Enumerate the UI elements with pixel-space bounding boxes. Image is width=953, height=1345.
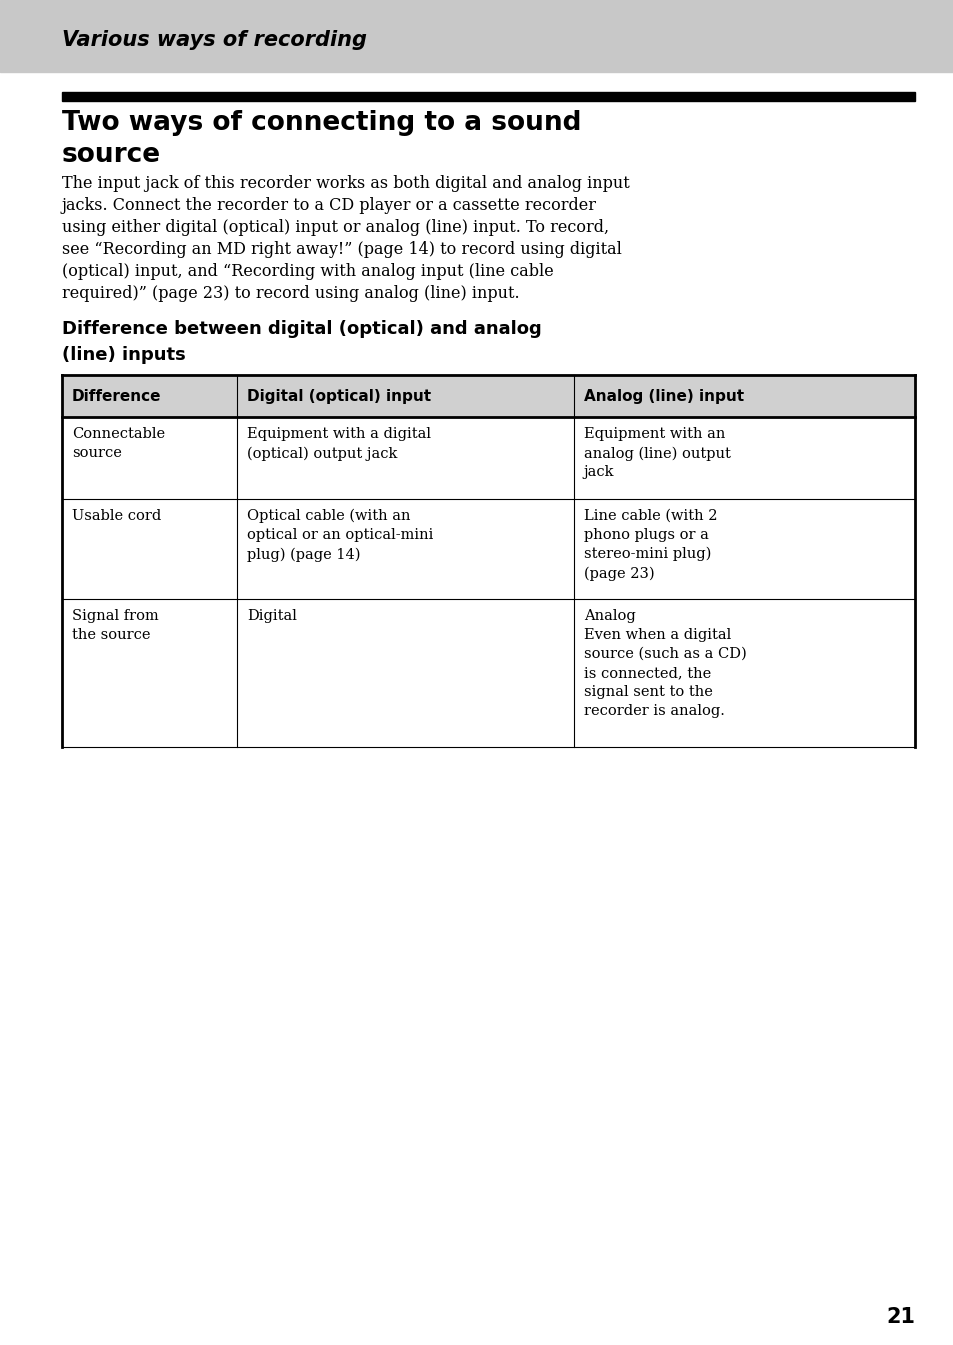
Bar [62, 91, 914, 101]
Text: using either digital (optical) input or analog (line) input. To record,: using either digital (optical) input or … [62, 219, 608, 235]
Text: Difference between digital (optical) and analog: Difference between digital (optical) and… [62, 320, 541, 338]
Text: Various ways of recording: Various ways of recording [62, 30, 367, 50]
Text: Digital (optical) input: Digital (optical) input [247, 389, 431, 404]
Text: required)” (page 23) to record using analog (line) input.: required)” (page 23) to record using ana… [62, 285, 519, 303]
Bar [62, 375, 914, 417]
Text: Equipment with a digital
(optical) output jack: Equipment with a digital (optical) outpu… [247, 426, 431, 460]
Text: (optical) input, and “Recording with analog input (line cable: (optical) input, and “Recording with ana… [62, 264, 553, 280]
Text: Difference: Difference [71, 389, 161, 404]
Text: 21: 21 [885, 1307, 914, 1328]
Text: Equipment with an
analog (line) output
jack: Equipment with an analog (line) output j… [583, 426, 730, 479]
Text: Two ways of connecting to a sound: Two ways of connecting to a sound [62, 110, 581, 136]
Text: Connectable
source: Connectable source [71, 426, 165, 460]
Text: jacks. Connect the recorder to a CD player or a cassette recorder: jacks. Connect the recorder to a CD play… [62, 196, 597, 214]
Text: Optical cable (with an
optical or an optical-mini
plug) (page 14): Optical cable (with an optical or an opt… [247, 508, 434, 562]
Text: Digital: Digital [247, 609, 297, 623]
Text: Usable cord: Usable cord [71, 508, 161, 523]
Text: (line) inputs: (line) inputs [62, 346, 186, 364]
Text: Analog
Even when a digital
source (such as a CD)
is connected, the
signal sent t: Analog Even when a digital source (such … [583, 609, 746, 718]
Bar [0, 0, 953, 73]
Text: see “Recording an MD right away!” (page 14) to record using digital: see “Recording an MD right away!” (page … [62, 241, 621, 258]
Text: Signal from
the source: Signal from the source [71, 609, 158, 642]
Text: Line cable (with 2
phono plugs or a
stereo-mini plug)
(page 23): Line cable (with 2 phono plugs or a ster… [583, 508, 717, 581]
Text: Analog (line) input: Analog (line) input [583, 389, 743, 404]
Text: source: source [62, 143, 161, 168]
Text: The input jack of this recorder works as both digital and analog input: The input jack of this recorder works as… [62, 175, 629, 192]
